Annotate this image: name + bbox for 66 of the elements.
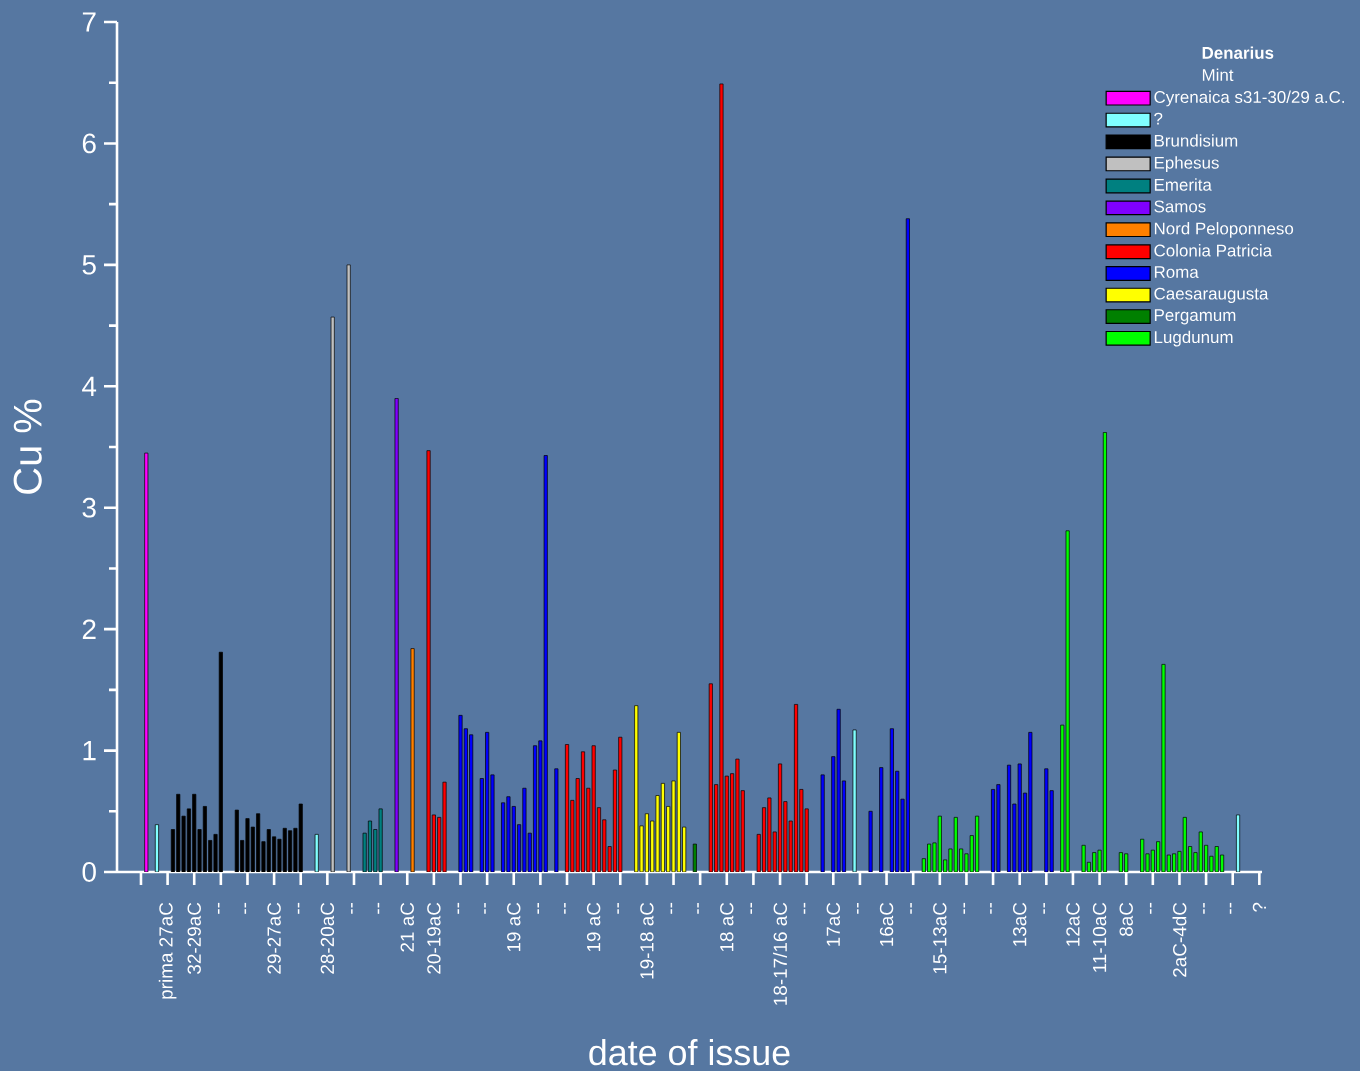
legend-label: Pergamum bbox=[1154, 309, 1236, 325]
y-tick-label: 0 bbox=[82, 862, 96, 882]
legend-label: Caesaraugusta bbox=[1154, 287, 1269, 303]
x-tick-label: -- bbox=[1043, 902, 1045, 914]
x-tick-label: -- bbox=[217, 902, 220, 914]
y-tick-label: 4 bbox=[82, 376, 97, 396]
x-tick-label: 17aC bbox=[826, 902, 840, 946]
x-axis-title: date of issue bbox=[589, 1039, 790, 1066]
x-tick-label: 29-27aC bbox=[267, 902, 281, 974]
legend-label: Lugdunum bbox=[1154, 330, 1233, 347]
x-tick-label: 32-29aC bbox=[187, 902, 201, 974]
x-tick-label: -- bbox=[670, 902, 673, 914]
annotation: Mint bbox=[1202, 68, 1234, 81]
x-tick-label: -- bbox=[537, 902, 539, 914]
x-tick-label: 8aC bbox=[1119, 902, 1133, 936]
legend-label: Colonia Patricia bbox=[1154, 244, 1273, 257]
legend-label: Ephesus bbox=[1154, 156, 1219, 173]
x-tick-label: 16aC bbox=[879, 902, 894, 946]
legend-label: Roma bbox=[1154, 266, 1199, 278]
x-tick-label: 19 aC bbox=[586, 902, 601, 952]
x-tick-label: 15-13aC bbox=[933, 902, 947, 974]
x-tick-label: -- bbox=[963, 902, 966, 914]
x-tick-label: -- bbox=[910, 902, 912, 914]
legend-label: Cyrenaica s31-30/29 a.C. bbox=[1154, 90, 1344, 107]
x-tick-label: 13aC bbox=[1012, 902, 1027, 946]
x-tick-label: 20-19aC bbox=[427, 902, 441, 974]
legend-label: ? bbox=[1154, 112, 1163, 125]
x-tick-label: -- bbox=[803, 902, 806, 914]
y-tick-label: 3 bbox=[82, 497, 96, 518]
x-tick-label: -- bbox=[564, 902, 566, 914]
x-tick-label: 11-10aC bbox=[1092, 902, 1107, 972]
x-tick-label: -- bbox=[1229, 902, 1232, 914]
x-tick-label: -- bbox=[990, 902, 992, 914]
y-tick-label: 1 bbox=[83, 740, 96, 761]
x-tick-label: 2aC-4dC bbox=[1172, 902, 1187, 977]
y-axis-title: Cu % bbox=[13, 399, 42, 494]
x-tick-label: prima 27aC bbox=[158, 902, 177, 999]
x-tick-label: 21 aC bbox=[400, 902, 414, 952]
legend-title: Denarius bbox=[1202, 46, 1274, 59]
x-tick-label: -- bbox=[857, 902, 859, 914]
x-tick-label: -- bbox=[244, 902, 247, 914]
x-tick-label: 19 aC bbox=[507, 902, 521, 952]
legend-label: Emerita bbox=[1154, 178, 1212, 191]
x-tick-label: ? bbox=[1252, 902, 1266, 912]
x-tick-label: -- bbox=[484, 902, 486, 914]
x-tick-label: -- bbox=[457, 902, 460, 914]
x-tick-label: -- bbox=[377, 902, 380, 914]
x-tick-label: 19-18 aC bbox=[640, 902, 654, 979]
x-tick-label: 18-17/16 aC bbox=[773, 902, 787, 1005]
y-tick-label: 2 bbox=[82, 619, 96, 639]
y-tick-label: 6 bbox=[82, 133, 96, 154]
x-tick-label: 18 aC bbox=[720, 902, 734, 952]
x-tick-label: -- bbox=[351, 902, 353, 914]
legend-label: Nord Peloponneso bbox=[1154, 222, 1294, 238]
y-tick-label: 5 bbox=[82, 255, 96, 275]
x-tick-label: 12aC bbox=[1066, 902, 1080, 946]
x-tick-label: 28-20aC bbox=[320, 902, 335, 974]
x-tick-label: -- bbox=[1149, 902, 1152, 914]
x-tick-label: -- bbox=[617, 902, 619, 914]
x-tick-label: -- bbox=[1203, 902, 1205, 914]
legend-label: Brundisium bbox=[1154, 134, 1238, 147]
legend-label: Samos bbox=[1154, 200, 1206, 213]
x-tick-label: -- bbox=[297, 902, 300, 914]
x-tick-label: -- bbox=[697, 902, 699, 914]
x-tick-label: -- bbox=[750, 902, 753, 914]
y-tick-label: 7 bbox=[82, 12, 96, 32]
